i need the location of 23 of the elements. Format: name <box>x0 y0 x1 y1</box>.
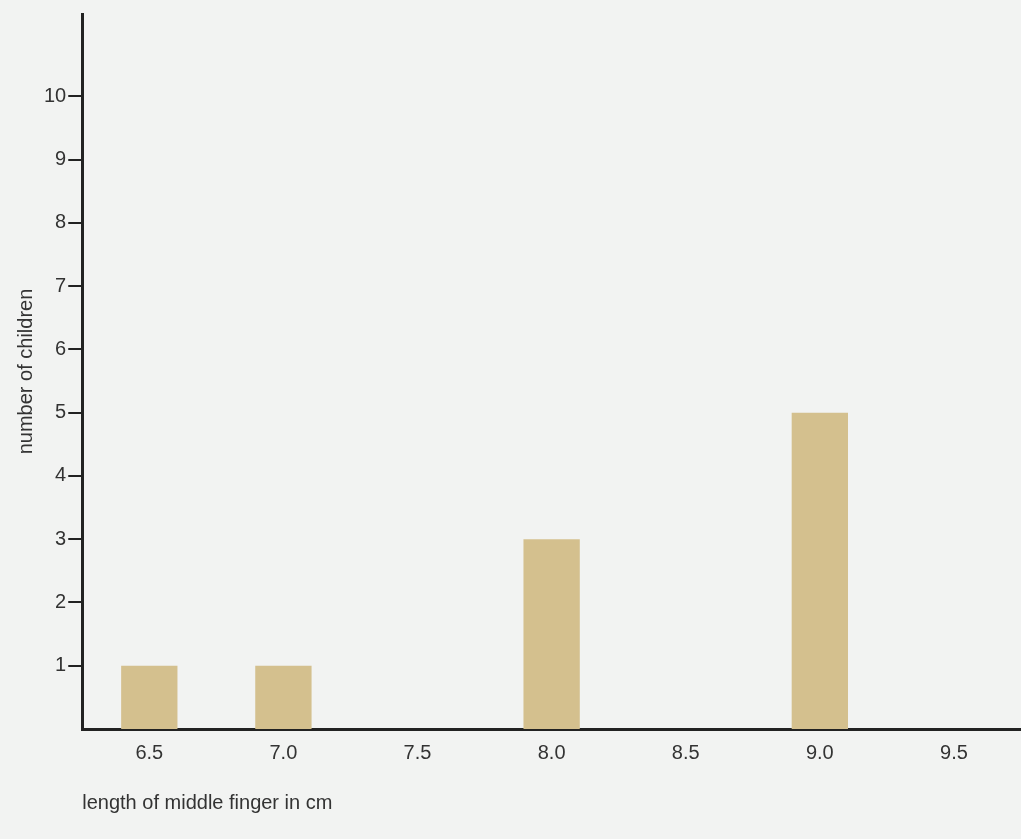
y-tick-label: 10 <box>44 83 67 106</box>
bar <box>791 412 848 729</box>
bar <box>121 665 178 729</box>
y-tick-label: 8 <box>55 210 67 233</box>
y-tick-label: 3 <box>55 526 67 549</box>
x-tick-label: 9.5 <box>940 740 968 763</box>
x-axis-title: length of middle finger in cm <box>82 790 333 813</box>
y-tick-label: 5 <box>55 400 67 423</box>
y-tick-label: 1 <box>55 653 67 676</box>
bar <box>255 665 312 729</box>
x-tick-label: 8.0 <box>537 740 566 763</box>
x-tick-label: 9.0 <box>805 740 834 763</box>
x-tick-label: 7.0 <box>269 740 298 763</box>
y-tick-label: 6 <box>55 336 67 359</box>
x-tick-label: 6.5 <box>135 740 164 763</box>
bar <box>523 539 580 729</box>
x-tick-label: 7.5 <box>403 740 432 763</box>
y-tick-label: 9 <box>55 147 67 170</box>
y-tick-label: 4 <box>55 463 67 486</box>
y-tick-label: 2 <box>55 589 67 612</box>
x-tick-label: 8.5 <box>671 740 700 763</box>
y-tick-label: 7 <box>55 273 67 296</box>
y-axis-title: number of children <box>13 288 36 455</box>
